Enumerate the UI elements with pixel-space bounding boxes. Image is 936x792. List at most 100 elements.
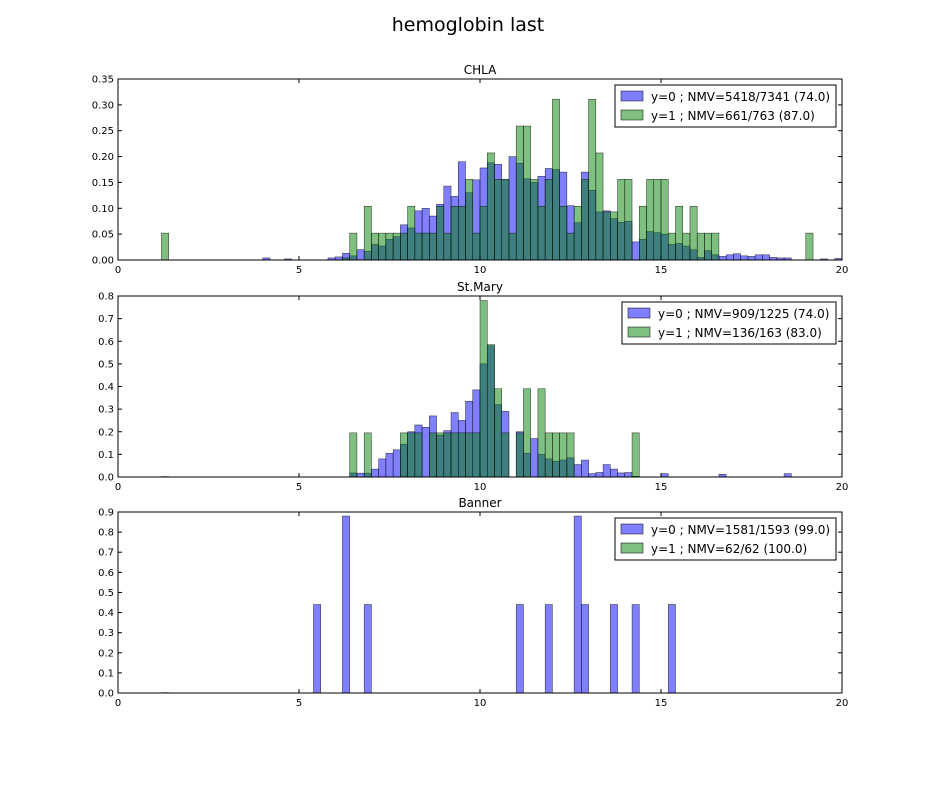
bar	[544, 179, 553, 261]
bar	[349, 432, 358, 478]
y-tick-label: 0.9	[98, 508, 114, 519]
legend: y=0 ; NMV=5418/7341 (74.0) y=1 ; NMV=661/…	[614, 84, 837, 128]
y-tick-label: 0.20	[92, 152, 114, 163]
y-tick-label: 0.7	[98, 314, 114, 325]
subplot-title: St.Mary	[457, 280, 503, 294]
y-tick-label: 0.0	[98, 689, 114, 700]
bar	[313, 604, 321, 694]
subplot-title: CHLA	[464, 63, 497, 77]
bar	[573, 464, 582, 478]
bar	[508, 232, 517, 261]
legend-swatch	[627, 326, 651, 338]
bar	[400, 432, 408, 478]
y-tick-label: 0.25	[92, 126, 114, 137]
x-tick-label: 15	[655, 265, 668, 276]
bar	[378, 458, 387, 478]
bar	[371, 468, 379, 478]
x-tick-label: 0	[115, 265, 121, 276]
bar	[458, 205, 466, 261]
x-tick-label: 20	[836, 698, 849, 709]
x-tick-label: 10	[474, 482, 487, 493]
legend-swatch	[620, 90, 644, 102]
bar	[436, 205, 445, 261]
y-tick-label: 0.4	[98, 382, 114, 393]
x-tick-label: 5	[296, 698, 302, 709]
bar	[515, 432, 524, 478]
y-tick-label: 0.2	[98, 427, 114, 438]
subplot-st-mary: St.Mary 0 5 10 15 20 0.0 0.1 0.2 0.3 0.4 0.5 0.6 0.7 0…	[98, 280, 848, 493]
bar	[639, 205, 647, 261]
bar	[486, 152, 495, 261]
bar	[378, 232, 387, 261]
subplot-title: Banner	[458, 496, 501, 510]
x-tick-label: 0	[115, 482, 121, 493]
bar	[429, 232, 437, 261]
bar	[602, 211, 611, 261]
legend-swatch	[620, 109, 644, 121]
bar	[631, 604, 640, 694]
y-tick-label: 0.8	[98, 292, 114, 303]
legend-label: y=0 ; NMV=1581/1593 (99.0)	[651, 523, 830, 537]
y-tick-label: 0.0	[98, 473, 114, 484]
y-tick-label: 0.15	[92, 178, 114, 189]
bar	[400, 232, 408, 261]
legend-label: y=0 ; NMV=5418/7341 (74.0)	[651, 90, 830, 104]
bar	[479, 205, 488, 261]
y-tick-label: 0.6	[98, 568, 114, 579]
bar	[371, 232, 379, 261]
bar	[458, 432, 466, 478]
y-tick-label: 0.5	[98, 359, 114, 370]
bar	[559, 432, 568, 478]
bar	[465, 432, 474, 478]
bar	[537, 388, 546, 478]
legend-box	[614, 84, 837, 128]
y-tick-label: 0.7	[98, 548, 114, 559]
x-tick-label: 20	[836, 482, 849, 493]
bar	[631, 432, 640, 478]
bar	[544, 604, 553, 694]
bar	[595, 472, 604, 478]
bar	[646, 179, 655, 261]
bar	[392, 232, 401, 261]
bar	[443, 432, 452, 478]
bar	[392, 449, 401, 478]
bar	[733, 253, 741, 261]
bar	[523, 125, 531, 261]
bar	[581, 604, 589, 694]
figure-title: hemoglobin last	[392, 14, 545, 36]
bar	[805, 232, 814, 261]
bar	[385, 232, 394, 261]
y-tick-label: 0.00	[92, 256, 114, 267]
bar	[682, 232, 691, 261]
bar	[660, 473, 669, 478]
bar	[363, 604, 372, 694]
bar	[385, 452, 394, 478]
x-tick-label: 20	[836, 265, 849, 276]
x-tick-label: 5	[296, 482, 302, 493]
bar	[581, 459, 589, 478]
subplot-chla: CHLA 0 5 10 15 20 0.00 0.05 0.10 0.15 0.20 0.25 0.30…	[92, 63, 849, 276]
bar	[783, 473, 792, 478]
bar	[588, 473, 597, 478]
bar	[566, 432, 575, 478]
legend-label: y=0 ; NMV=909/1225 (74.0)	[658, 307, 829, 321]
y-tick-label: 0.5	[98, 588, 114, 599]
bar	[414, 432, 423, 478]
bar	[762, 254, 770, 261]
x-tick-label: 0	[115, 698, 121, 709]
bar	[653, 179, 662, 261]
bar	[356, 472, 365, 478]
bar	[581, 179, 589, 261]
x-tick-label: 5	[296, 265, 302, 276]
bar	[414, 232, 423, 261]
bar	[479, 300, 488, 478]
bar	[696, 232, 705, 261]
bar	[667, 604, 676, 694]
bar	[631, 241, 640, 261]
legend-swatch	[627, 307, 651, 319]
x-tick-label: 15	[655, 482, 668, 493]
bar	[429, 432, 437, 478]
bar	[421, 232, 430, 261]
